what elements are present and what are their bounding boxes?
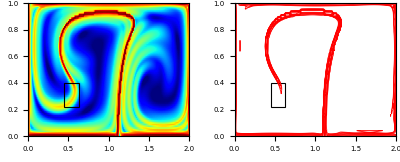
Bar — [271, 83, 286, 107]
Bar — [64, 83, 79, 107]
